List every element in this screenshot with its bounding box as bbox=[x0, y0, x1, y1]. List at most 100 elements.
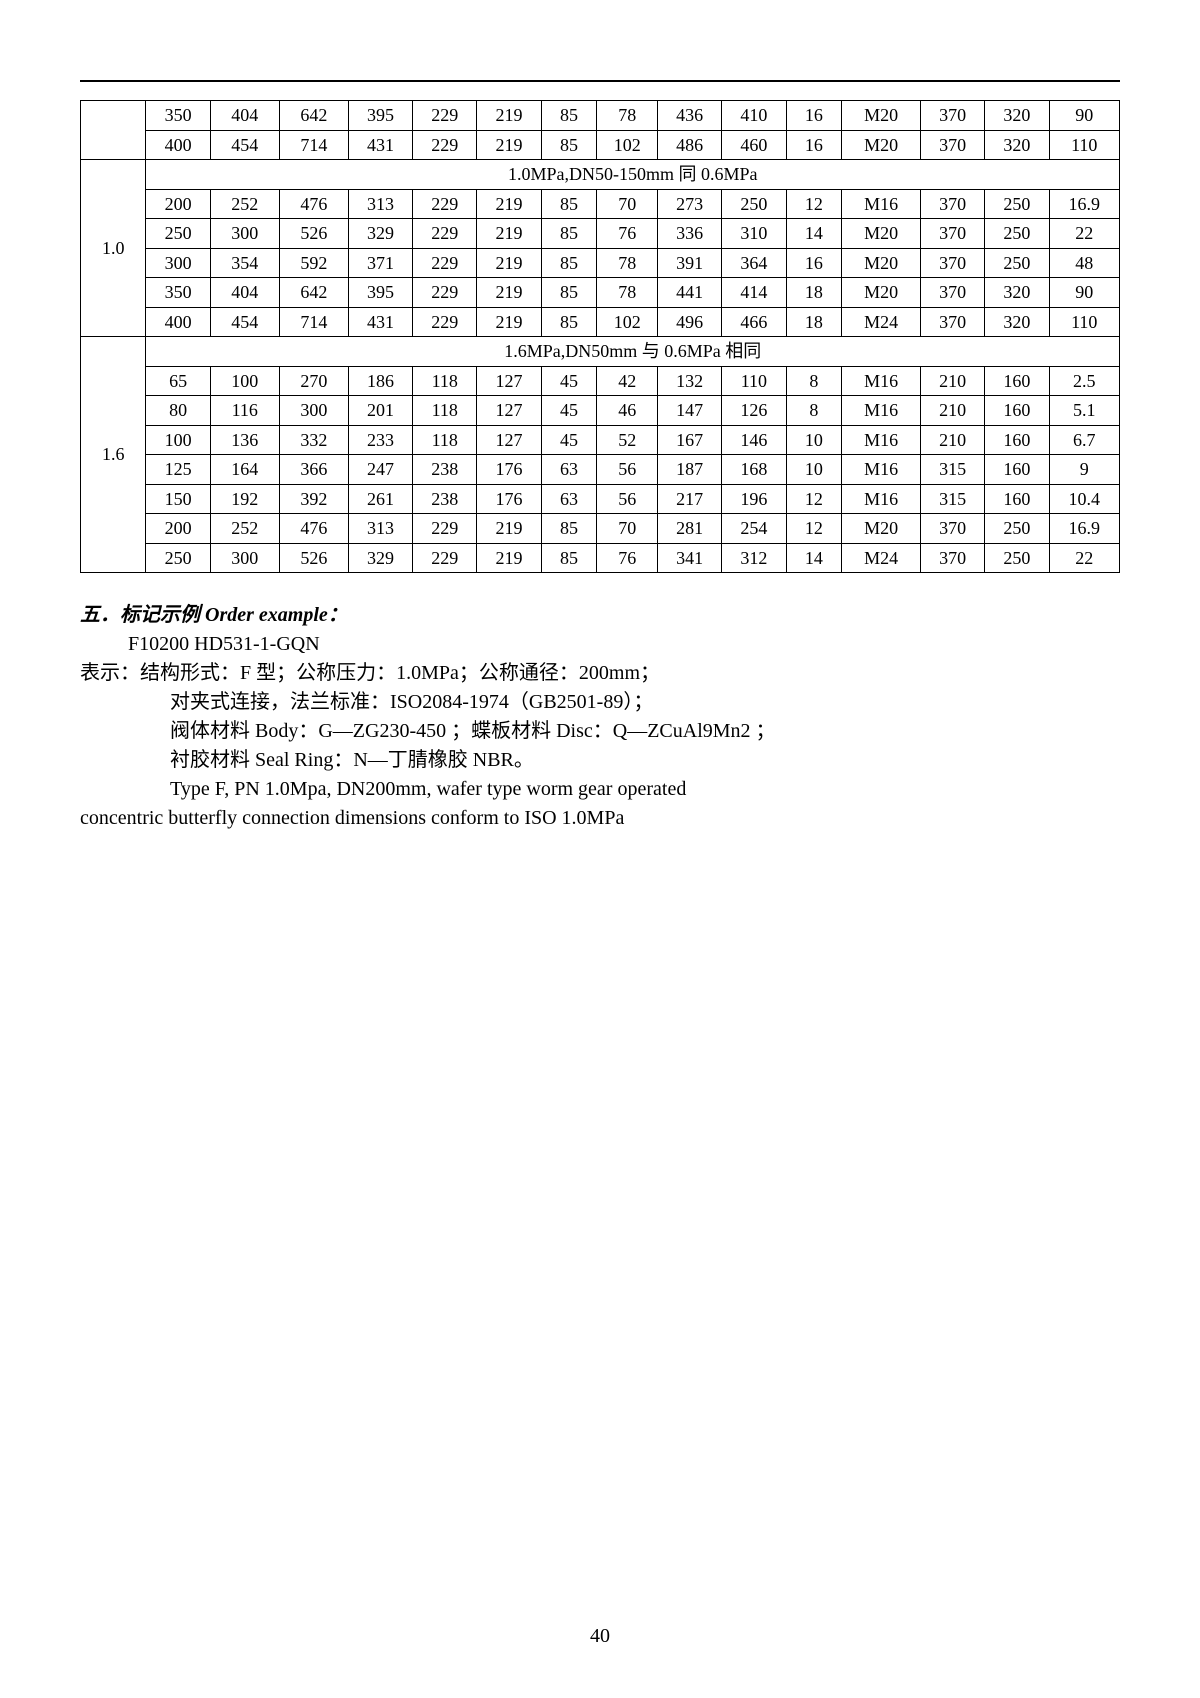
order-example-block: 五．标记示例 Order example： F10200 HD531-1-GQN… bbox=[80, 601, 1120, 833]
table-cell: 90 bbox=[1049, 278, 1119, 308]
table-stub-cell: 1.0 bbox=[81, 160, 146, 337]
table-cell: 12 bbox=[786, 189, 842, 219]
table-cell: 201 bbox=[348, 396, 412, 426]
table-cell: 370 bbox=[921, 543, 985, 573]
table-cell: 45 bbox=[541, 366, 597, 396]
table-cell: M24 bbox=[842, 543, 921, 573]
table-cell: 85 bbox=[541, 307, 597, 337]
table-cell: 110 bbox=[1049, 307, 1119, 337]
table-cell: 400 bbox=[146, 130, 210, 160]
table-cell: 315 bbox=[921, 484, 985, 514]
table-cell: 85 bbox=[541, 219, 597, 249]
table-cell: 370 bbox=[921, 248, 985, 278]
table-cell: 454 bbox=[210, 130, 279, 160]
table-cell: 160 bbox=[985, 366, 1049, 396]
table-cell: 16.9 bbox=[1049, 189, 1119, 219]
table-cell: 10 bbox=[786, 425, 842, 455]
table-cell: 127 bbox=[477, 425, 541, 455]
table-cell: 150 bbox=[146, 484, 210, 514]
table-cell: 46 bbox=[597, 396, 658, 426]
table-cell: 247 bbox=[348, 455, 412, 485]
table-cell: 252 bbox=[210, 514, 279, 544]
table-cell: 392 bbox=[279, 484, 348, 514]
table-cell: 441 bbox=[658, 278, 722, 308]
table-cell: 219 bbox=[477, 101, 541, 131]
table-cell: 63 bbox=[541, 455, 597, 485]
table-cell: 196 bbox=[722, 484, 786, 514]
table-cell: 642 bbox=[279, 101, 348, 131]
table-cell: 16.9 bbox=[1049, 514, 1119, 544]
table-cell: 496 bbox=[658, 307, 722, 337]
table-cell: 320 bbox=[985, 307, 1049, 337]
table-cell: 341 bbox=[658, 543, 722, 573]
table-cell: 160 bbox=[985, 425, 1049, 455]
table-cell: 395 bbox=[348, 101, 412, 131]
table-row: 200252476313229219857028125412M203702501… bbox=[81, 514, 1120, 544]
table-cell: 250 bbox=[985, 219, 1049, 249]
table-row: 150192392261238176635621719612M163151601… bbox=[81, 484, 1120, 514]
order-example-line: 表示：结构形式：F 型；公称压力：1.0MPa；公称通径：200mm； bbox=[80, 659, 1120, 688]
table-cell: 350 bbox=[146, 278, 210, 308]
table-cell: 219 bbox=[477, 307, 541, 337]
table-cell: 229 bbox=[413, 278, 477, 308]
spec-table-body: 350404642395229219857843641016M203703209… bbox=[81, 101, 1120, 573]
table-cell: 132 bbox=[658, 366, 722, 396]
table-cell: 136 bbox=[210, 425, 279, 455]
table-cell: 364 bbox=[722, 248, 786, 278]
table-cell: 219 bbox=[477, 189, 541, 219]
table-cell: 176 bbox=[477, 455, 541, 485]
spec-table: 350404642395229219857843641016M203703209… bbox=[80, 100, 1120, 573]
table-cell: 85 bbox=[541, 514, 597, 544]
table-row: 300354592371229219857839136416M203702504… bbox=[81, 248, 1120, 278]
table-cell: 9 bbox=[1049, 455, 1119, 485]
table-row: 250300526329229219857634131214M243702502… bbox=[81, 543, 1120, 573]
top-horizontal-rule bbox=[80, 80, 1120, 82]
table-cell: 250 bbox=[146, 219, 210, 249]
table-cell: 229 bbox=[413, 514, 477, 544]
table-cell: 219 bbox=[477, 514, 541, 544]
table-stub-cell bbox=[81, 101, 146, 160]
table-row: 6510027018611812745421321108M162101602.5 bbox=[81, 366, 1120, 396]
table-cell: 90 bbox=[1049, 101, 1119, 131]
table-cell: 300 bbox=[210, 543, 279, 573]
table-cell: M20 bbox=[842, 130, 921, 160]
table-cell: 476 bbox=[279, 189, 348, 219]
table-cell: 329 bbox=[348, 219, 412, 249]
table-cell: 56 bbox=[597, 455, 658, 485]
table-cell: 431 bbox=[348, 130, 412, 160]
table-cell: 350 bbox=[146, 101, 210, 131]
table-cell: 219 bbox=[477, 248, 541, 278]
table-cell: 219 bbox=[477, 130, 541, 160]
table-cell: 300 bbox=[210, 219, 279, 249]
table-cell: 370 bbox=[921, 130, 985, 160]
table-cell: 110 bbox=[1049, 130, 1119, 160]
table-cell: 354 bbox=[210, 248, 279, 278]
table-cell: 642 bbox=[279, 278, 348, 308]
table-cell: 313 bbox=[348, 514, 412, 544]
table-cell: 192 bbox=[210, 484, 279, 514]
table-cell: M24 bbox=[842, 307, 921, 337]
table-cell: 22 bbox=[1049, 219, 1119, 249]
table-cell: 229 bbox=[413, 130, 477, 160]
table-cell: 147 bbox=[658, 396, 722, 426]
table-cell: 250 bbox=[146, 543, 210, 573]
table-cell: 410 bbox=[722, 101, 786, 131]
table-cell: 102 bbox=[597, 130, 658, 160]
table-cell: 312 bbox=[722, 543, 786, 573]
table-stub-cell: 1.6 bbox=[81, 337, 146, 573]
table-cell: 45 bbox=[541, 396, 597, 426]
table-cell: 219 bbox=[477, 543, 541, 573]
table-cell: M20 bbox=[842, 514, 921, 544]
table-cell: 526 bbox=[279, 543, 348, 573]
table-cell: 187 bbox=[658, 455, 722, 485]
table-cell: 370 bbox=[921, 307, 985, 337]
table-cell: 219 bbox=[477, 219, 541, 249]
table-row: 125164366247238176635618716810M163151609 bbox=[81, 455, 1120, 485]
table-cell: 127 bbox=[477, 366, 541, 396]
table-cell: 8 bbox=[786, 396, 842, 426]
page-number: 40 bbox=[0, 1625, 1200, 1648]
table-cell: M16 bbox=[842, 484, 921, 514]
table-cell: 100 bbox=[146, 425, 210, 455]
table-cell: 229 bbox=[413, 101, 477, 131]
table-cell: 18 bbox=[786, 307, 842, 337]
